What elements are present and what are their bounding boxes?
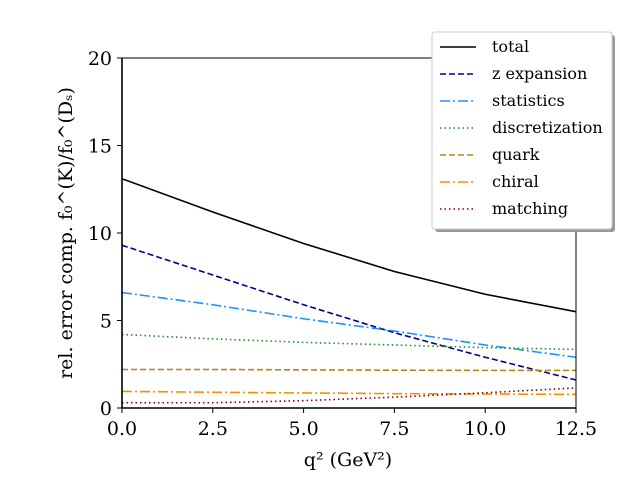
x-axis-label-group: q² (GeV²) bbox=[304, 449, 392, 471]
legend-label-z-expansion: z expansion bbox=[492, 64, 587, 83]
series-line-quark bbox=[122, 368, 576, 372]
series-line-z-expansion bbox=[122, 244, 576, 381]
legend-label-chiral: chiral bbox=[492, 172, 539, 191]
legend-label-total: total bbox=[492, 37, 529, 56]
legend: total z expansion statistics discretization… bbox=[431, 31, 615, 232]
x-tick-label: 5.0 bbox=[288, 418, 318, 440]
tick-marks: 0.0 2.5 5.0 7.5 10.0 12.5 0 5 10 15 20 bbox=[88, 48, 597, 440]
x-tick-label: 10.0 bbox=[464, 418, 506, 440]
series-line-total bbox=[122, 177, 576, 313]
y-tick-label: 20 bbox=[88, 48, 112, 70]
series-line-statistics bbox=[122, 291, 576, 359]
x-tick-label: 0.0 bbox=[107, 418, 137, 440]
series-lines bbox=[122, 177, 576, 404]
series-line-matching bbox=[122, 387, 576, 404]
x-tick-label: 2.5 bbox=[198, 418, 228, 440]
legend-label-quark: quark bbox=[492, 145, 540, 164]
x-tick-label: 7.5 bbox=[379, 418, 409, 440]
y-axis-label-group: rel. error comp. f₀^(K)/f₀^(Dₛ) bbox=[55, 87, 77, 379]
y-tick-label: 0 bbox=[100, 398, 112, 420]
series-line-chiral bbox=[122, 390, 576, 396]
y-tick-label: 5 bbox=[100, 311, 112, 333]
series-line-discretization bbox=[122, 333, 576, 351]
legend-label-discretization: discretization bbox=[492, 118, 603, 137]
x-axis-label: q² (GeV²) bbox=[304, 449, 392, 471]
legend-label-matching: matching bbox=[492, 199, 568, 218]
y-tick-label: 10 bbox=[88, 223, 112, 245]
y-tick-label: 15 bbox=[88, 136, 112, 158]
y-axis-label: rel. error comp. f₀^(K)/f₀^(Dₛ) bbox=[55, 87, 77, 379]
legend-label-statistics: statistics bbox=[492, 91, 565, 110]
x-tick-label: 12.5 bbox=[555, 418, 597, 440]
legend-box bbox=[431, 31, 613, 230]
